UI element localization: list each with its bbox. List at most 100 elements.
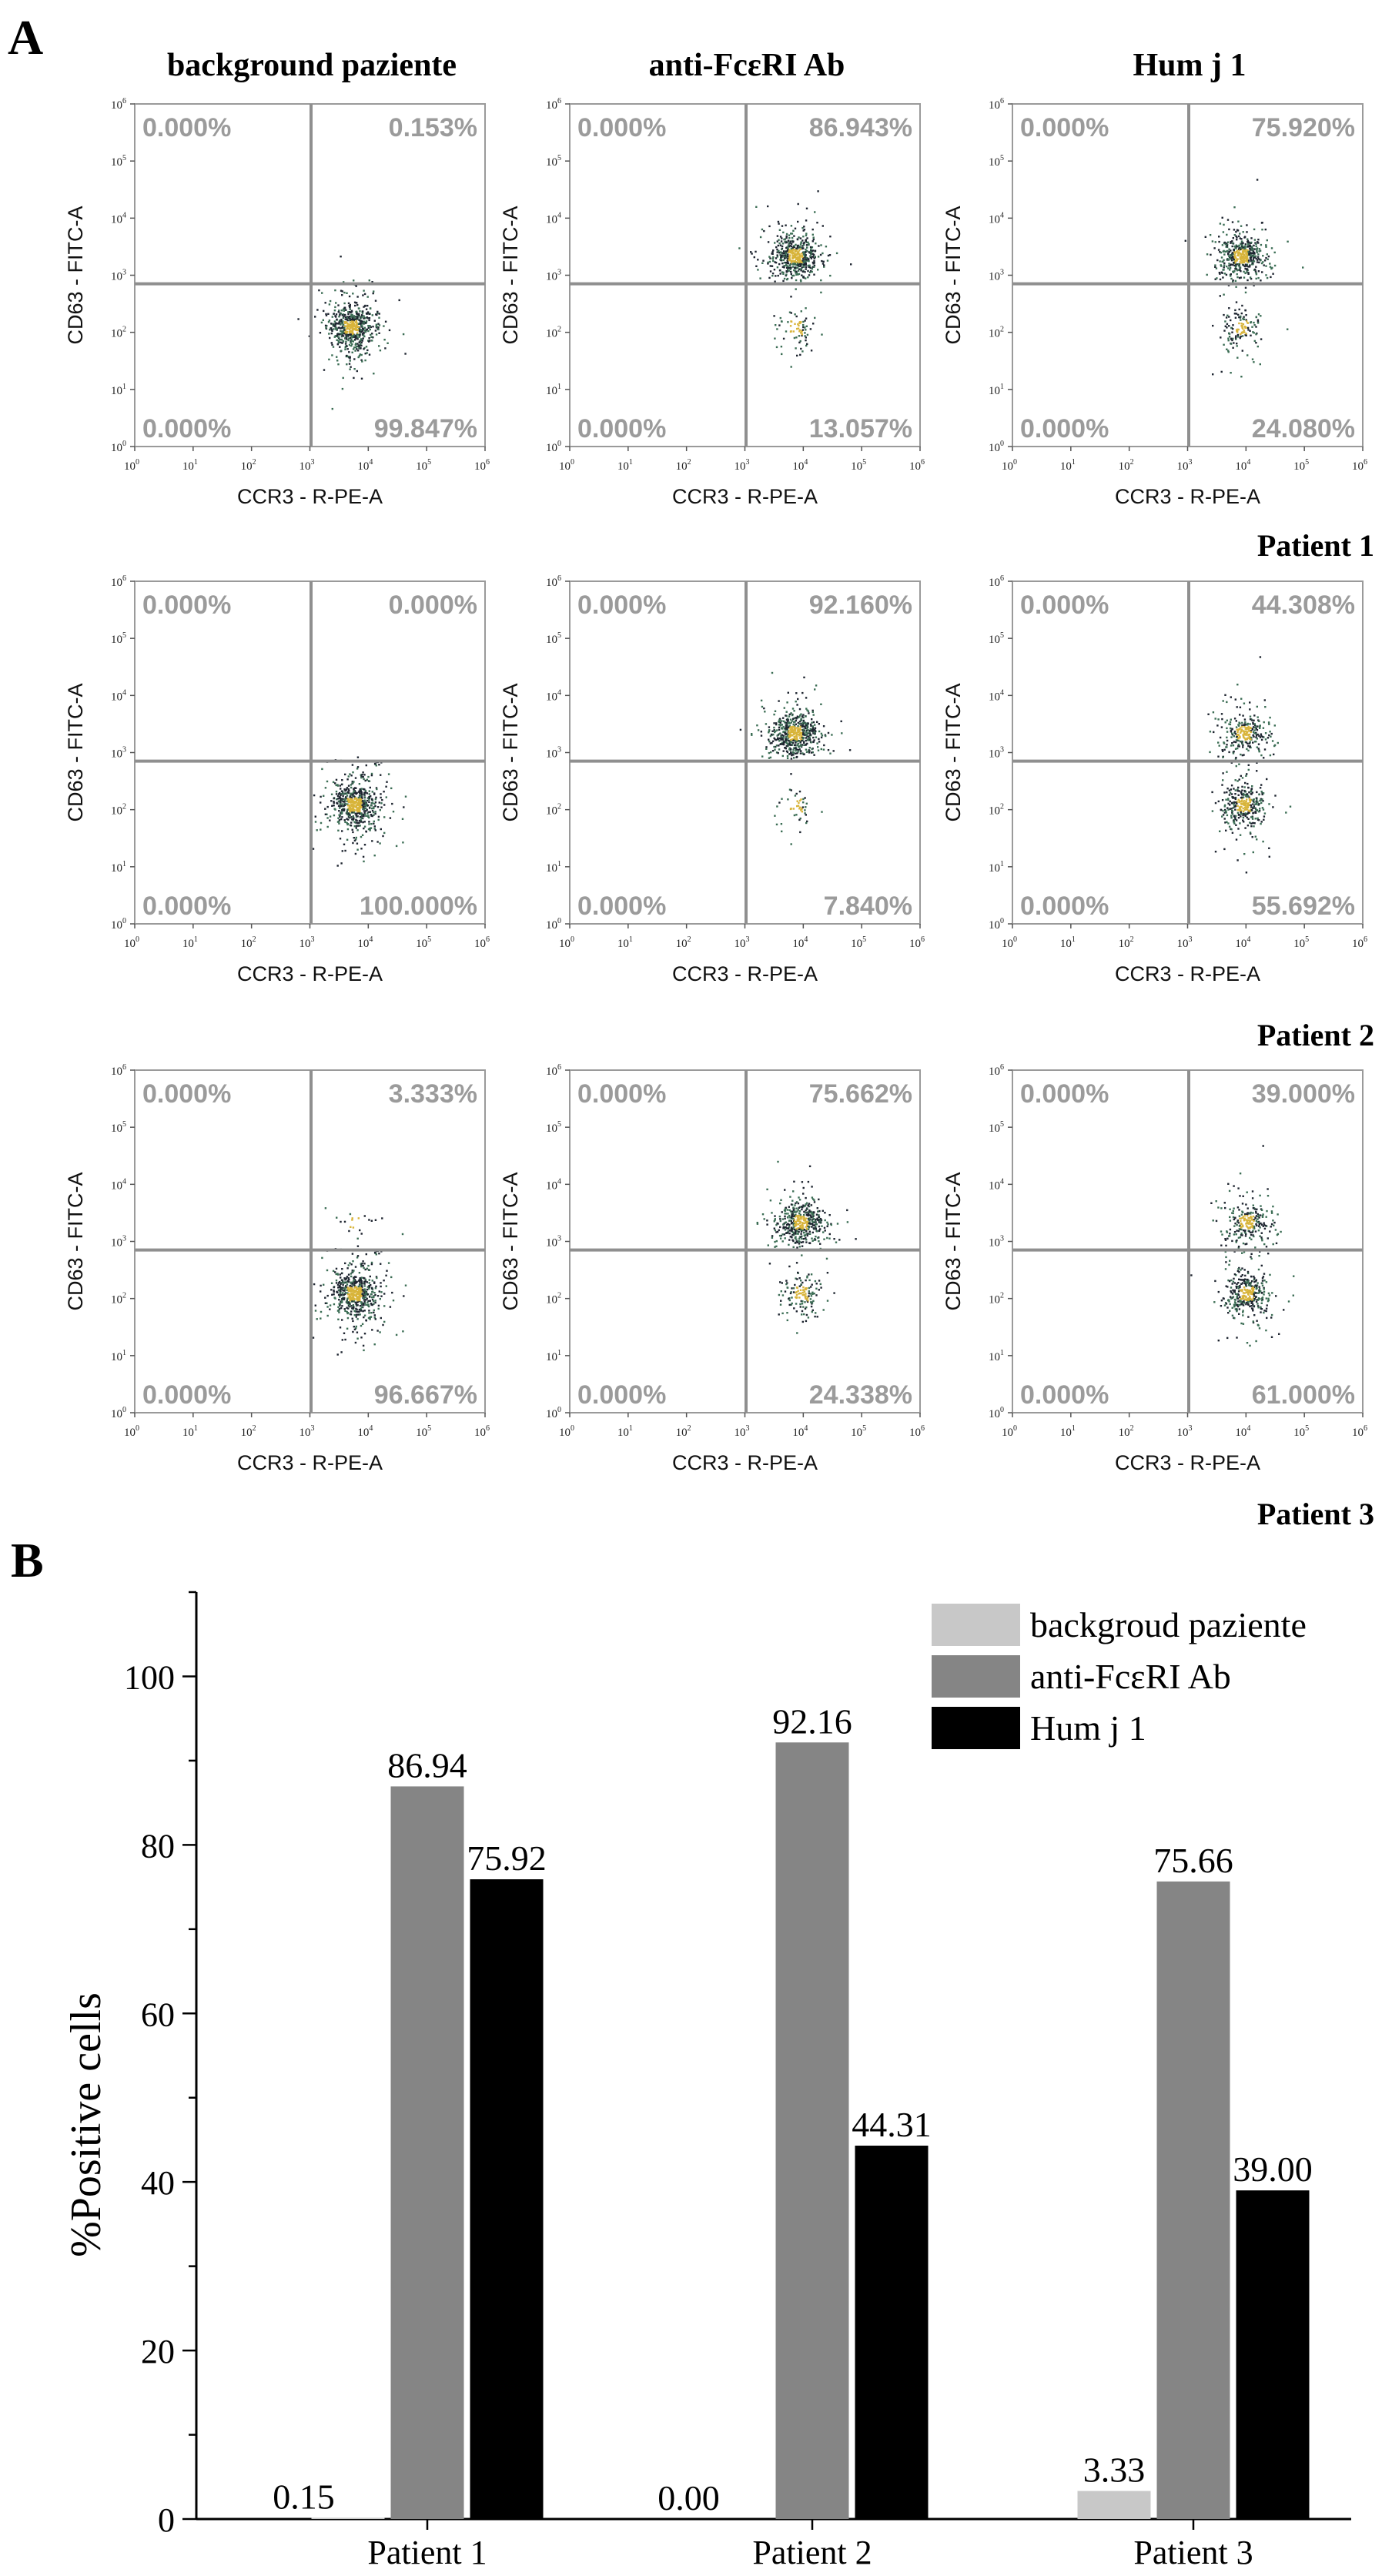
quadrant-ul-value: 0.000% — [577, 1079, 666, 1109]
bar — [390, 1786, 464, 2519]
flow-plot: 100 100 101 101 102 102 103 103 104 104 105 105 106 1… — [64, 97, 490, 508]
x-tick-label: 105 — [416, 1424, 431, 1439]
x-tick-label: 103 — [735, 935, 750, 950]
quadrant-ll-value: 0.000% — [142, 414, 231, 443]
quadrant-ur-value: 3.333% — [389, 1079, 477, 1109]
quadrant-ul-value: 0.000% — [1020, 113, 1109, 142]
quadrant-lr-value: 24.080% — [1252, 414, 1355, 443]
flow-plot: 100 100 101 101 102 102 103 103 104 104 105 105 106 1… — [942, 1063, 1367, 1474]
y-tick-label: 106 — [111, 1063, 126, 1078]
x-tick-label: 103 — [1177, 935, 1193, 950]
bar — [470, 1879, 544, 2519]
y-tick-label: 104 — [111, 211, 126, 226]
y-tick-label: 103 — [111, 746, 126, 761]
x-tick-label: 103 — [735, 458, 750, 473]
flow-plot: 100 100 101 101 102 102 103 103 104 104 105 105 106 1… — [942, 574, 1367, 985]
quadrant-ul-value: 0.000% — [1020, 590, 1109, 620]
x-axis-title: CCR3 - R-PE-A — [1115, 1451, 1260, 1474]
y-tick-label: 20 — [141, 2333, 175, 2370]
y-tick-label: 100 — [546, 917, 561, 932]
bar-value-label: 86.94 — [387, 1745, 467, 1785]
quadrant-ll-value: 0.000% — [577, 892, 666, 921]
x-tick-label: 101 — [617, 1424, 633, 1439]
bar — [775, 1742, 849, 2519]
y-tick-label: 100 — [111, 917, 126, 932]
x-tick-label: 104 — [357, 1424, 373, 1439]
y-axis-title: CD63 - FITC-A — [499, 1172, 522, 1310]
column-header: background paziente — [167, 48, 457, 83]
quadrant-lr-value: 24.338% — [809, 1380, 912, 1410]
quadrant-ll-value: 0.000% — [577, 1380, 666, 1410]
flow-plot: 100 100 101 101 102 102 103 103 104 104 105 105 106 1… — [942, 97, 1367, 508]
x-category-label: Patient 1 — [367, 2534, 487, 2571]
x-tick-label: 104 — [792, 458, 808, 473]
x-tick-label: 102 — [1119, 458, 1134, 473]
y-tick-label: 106 — [989, 97, 1004, 112]
y-tick-label: 100 — [111, 1406, 126, 1420]
y-tick-label: 103 — [546, 269, 561, 283]
y-axis-title: CD63 - FITC-A — [499, 206, 522, 344]
event-dots — [1184, 179, 1304, 378]
x-tick-label: 101 — [617, 458, 633, 473]
x-axis-title: CCR3 - R-PE-A — [237, 1451, 383, 1474]
quadrant-ll-value: 0.000% — [1020, 414, 1109, 443]
y-tick-label: 102 — [111, 1292, 126, 1306]
y-axis-title: CD63 - FITC-A — [499, 683, 522, 821]
x-tick-label: 103 — [299, 1424, 315, 1439]
y-axis-title: CD63 - FITC-A — [64, 1172, 87, 1310]
x-tick-label: 105 — [851, 458, 866, 473]
x-tick-label: 104 — [792, 1424, 808, 1439]
y-tick-label: 101 — [989, 383, 1004, 397]
y-tick-label: 106 — [989, 574, 1004, 589]
quadrant-lr-value: 55.692% — [1252, 892, 1355, 921]
y-tick-label: 102 — [111, 803, 126, 818]
y-axis-title: CD63 - FITC-A — [64, 206, 87, 344]
flow-plot: 100 100 101 101 102 102 103 103 104 104 105 105 106 1… — [499, 1063, 925, 1474]
bar — [1236, 2190, 1310, 2519]
y-tick-label: 105 — [546, 1120, 561, 1135]
quadrant-ur-value: 0.000% — [389, 590, 477, 620]
event-dots — [312, 1207, 407, 1356]
x-tick-label: 102 — [241, 935, 256, 950]
x-tick-label: 100 — [124, 458, 139, 473]
y-tick-label: 102 — [111, 326, 126, 340]
legend-label: backgroud paziente — [1030, 1605, 1307, 1644]
panel-label-b: B — [11, 1533, 44, 1587]
x-tick-label: 105 — [1293, 1424, 1309, 1439]
y-tick-label: 104 — [546, 211, 561, 226]
quadrant-ur-value: 75.662% — [809, 1079, 912, 1109]
x-tick-label: 102 — [241, 458, 256, 473]
y-tick-label: 103 — [546, 1235, 561, 1250]
y-tick-label: 60 — [141, 1996, 175, 2033]
x-axis-title: CCR3 - R-PE-A — [237, 485, 383, 508]
y-axis-title: CD63 - FITC-A — [942, 1172, 965, 1310]
patient-label: Patient 1 — [1257, 528, 1374, 563]
bar — [855, 2146, 929, 2519]
bar-value-label: 92.16 — [772, 1701, 852, 1741]
x-tick-label: 105 — [851, 1424, 866, 1439]
y-tick-label: 80 — [141, 1827, 175, 1865]
y-tick-label: 102 — [989, 326, 1004, 340]
y-tick-label: 101 — [546, 860, 561, 875]
y-tick-label: 105 — [989, 631, 1004, 646]
x-tick-label: 101 — [1060, 935, 1076, 950]
panel-label-a: A — [8, 10, 43, 65]
y-tick-label: 102 — [989, 1292, 1004, 1306]
y-tick-label: 103 — [546, 746, 561, 761]
x-tick-label: 104 — [1235, 935, 1250, 950]
y-tick-label: 101 — [989, 1349, 1004, 1363]
y-tick-label: 104 — [546, 1177, 561, 1192]
x-tick-label: 103 — [1177, 1424, 1193, 1439]
x-tick-label: 104 — [1235, 458, 1250, 473]
y-tick-label: 100 — [546, 440, 561, 454]
y-tick-label: 105 — [989, 1120, 1004, 1135]
y-tick-label: 106 — [111, 574, 126, 589]
y-tick-label: 100 — [546, 1406, 561, 1420]
y-tick-label: 103 — [989, 1235, 1004, 1250]
flow-plot: 100 100 101 101 102 102 103 103 104 104 105 105 106 1… — [499, 574, 925, 985]
x-tick-label: 105 — [416, 458, 431, 473]
x-tick-label: 101 — [617, 935, 633, 950]
x-tick-label: 102 — [241, 1424, 256, 1439]
legend-swatch — [932, 1604, 1020, 1646]
